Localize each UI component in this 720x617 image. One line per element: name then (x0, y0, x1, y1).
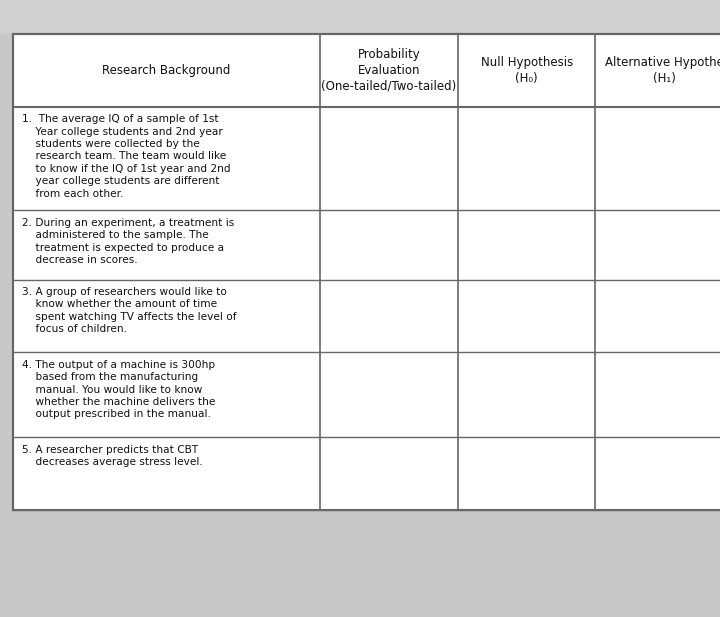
Text: 3. A group of researchers would like to
    know whether the amount of time
    : 3. A group of researchers would like to … (22, 287, 236, 334)
Bar (0, 0, 720, 34)
Text: Null Hypothesis
(H₀): Null Hypothesis (H₀) (480, 56, 573, 85)
Text: Alternative Hypothe
(H₁): Alternative Hypothe (H₁) (605, 56, 720, 85)
Text: 4. The output of a machine is 300hp
    based from the manufacturing
    manual.: 4. The output of a machine is 300hp base… (22, 360, 215, 420)
Text: Research Background: Research Background (102, 64, 230, 77)
Text: 2. During an experiment, a treatment is
    administered to the sample. The
    : 2. During an experiment, a treatment is … (22, 218, 234, 265)
Text: Probability
Evaluation
(One-tailed/Two-tailed): Probability Evaluation (One-tailed/Two-t… (321, 48, 456, 93)
Text: 1.  The average IQ of a sample of 1st
    Year college students and 2nd year
   : 1. The average IQ of a sample of 1st Yea… (22, 114, 230, 199)
Text: 5. A researcher predicts that CBT
    decreases average stress level.: 5. A researcher predicts that CBT decrea… (22, 445, 202, 467)
Bar (13, 34, 720, 510)
